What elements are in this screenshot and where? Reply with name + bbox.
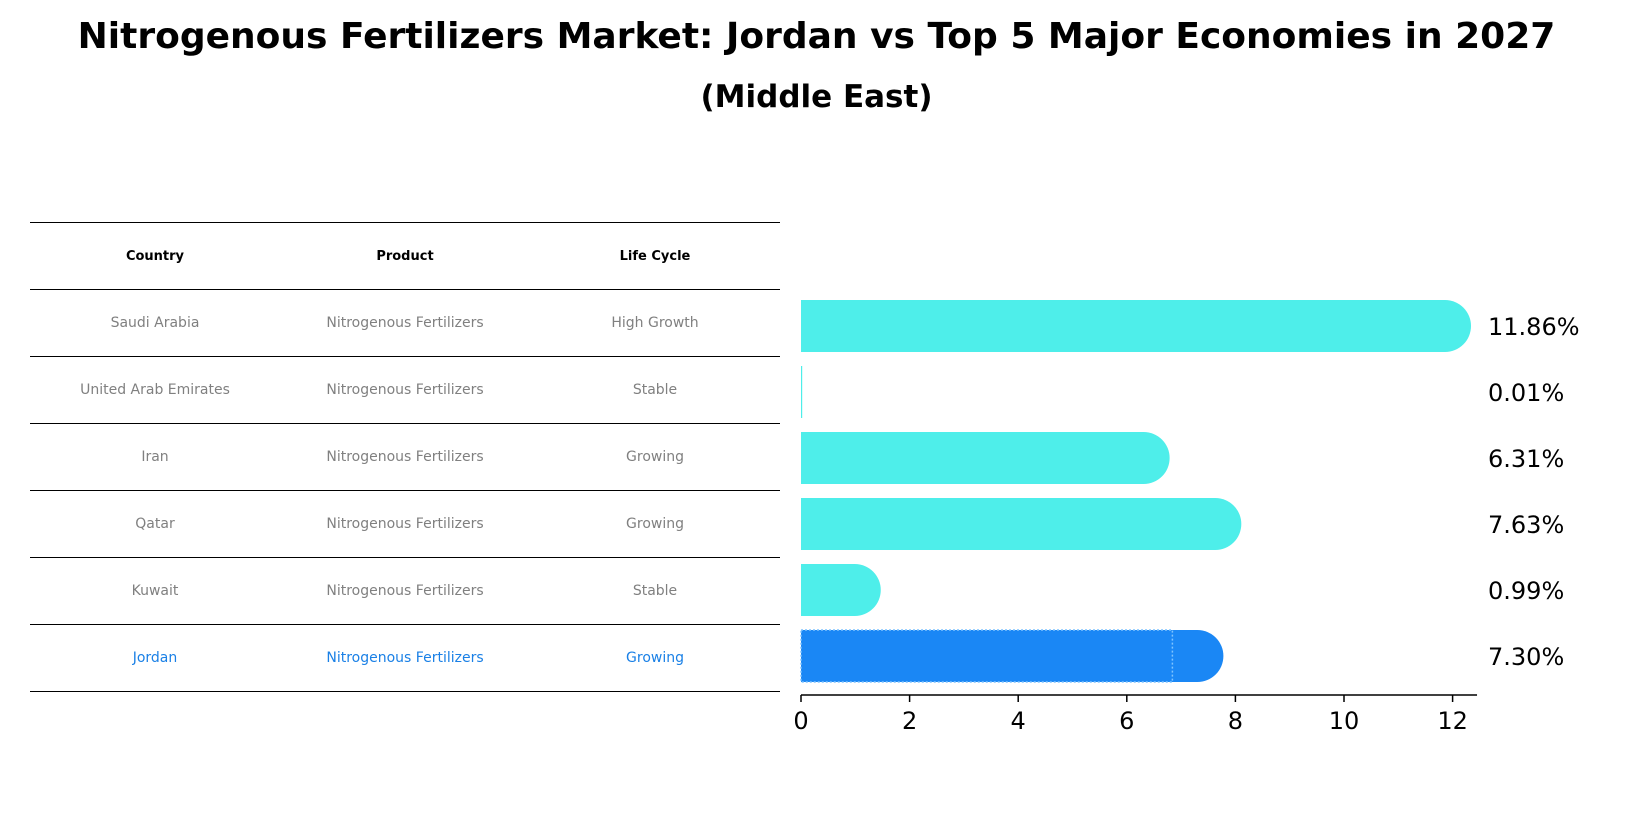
life-cycle-cell: Growing <box>626 449 684 465</box>
table-row: Saudi Arabia Nitrogenous Fertilizers Hig… <box>30 289 780 356</box>
product-cell: Nitrogenous Fertilizers <box>326 315 484 331</box>
x-tick-label: 6 <box>1119 707 1134 735</box>
x-tick-label: 4 <box>1011 707 1026 735</box>
value-label: 7.63% <box>1488 511 1564 539</box>
product-cell: Nitrogenous Fertilizers <box>326 650 484 666</box>
life-cycle-cell: Stable <box>632 583 678 599</box>
data-table: Country Product Life Cycle Saudi Arabia … <box>30 222 780 692</box>
x-tick-label: 8 <box>1228 707 1243 735</box>
bar <box>801 300 1471 352</box>
life-cycle-cell: Stable <box>632 382 678 398</box>
chart-title: Nitrogenous Fertilizers Market: Jordan v… <box>77 16 1556 57</box>
country-cell: Saudi Arabia <box>110 315 200 331</box>
bar <box>801 564 881 616</box>
header-country: Country <box>125 248 185 264</box>
bar <box>801 498 1242 550</box>
header-life-cycle: Life Cycle <box>619 248 691 264</box>
country-cell: United Arab Emirates <box>80 382 230 398</box>
country-cell: Iran <box>141 449 169 465</box>
x-tick-label: 12 <box>1437 707 1468 735</box>
value-label: 0.99% <box>1488 577 1564 605</box>
product-cell: Nitrogenous Fertilizers <box>326 449 484 465</box>
table-row: Qatar Nitrogenous Fertilizers Growing <box>30 490 780 557</box>
life-cycle-cell: Growing <box>626 516 684 532</box>
life-cycle-cell: Growing <box>626 650 684 666</box>
bar-highlight <box>801 630 1224 682</box>
value-label: 7.30% <box>1488 643 1564 671</box>
product-cell: Nitrogenous Fertilizers <box>326 583 484 599</box>
life-cycle-cell: High Growth <box>611 315 699 331</box>
table-row: Kuwait Nitrogenous Fertilizers Stable <box>30 557 780 624</box>
x-tick-label: 2 <box>902 707 917 735</box>
x-tick-label: 0 <box>793 707 808 735</box>
value-label: 0.01% <box>1488 379 1564 407</box>
x-tick-label: 10 <box>1329 707 1360 735</box>
country-cell: Jordan <box>132 650 178 666</box>
table-row: Iran Nitrogenous Fertilizers Growing <box>30 423 780 490</box>
table-row: United Arab Emirates Nitrogenous Fertili… <box>30 356 780 423</box>
product-cell: Nitrogenous Fertilizers <box>326 516 484 532</box>
country-cell: Kuwait <box>131 583 179 599</box>
bar <box>801 432 1170 484</box>
product-cell: Nitrogenous Fertilizers <box>326 382 484 398</box>
table-header-row: Country Product Life Cycle <box>30 222 780 289</box>
bar <box>801 366 803 418</box>
chart-subtitle: (Middle East) <box>700 79 933 115</box>
table-row-highlight: Jordan Nitrogenous Fertilizers Growing <box>30 624 780 692</box>
value-label: 6.31% <box>1488 445 1564 473</box>
header-product: Product <box>376 248 434 264</box>
bar-highlight-outline <box>800 629 1174 683</box>
value-label: 11.86% <box>1488 313 1580 341</box>
country-cell: Qatar <box>135 516 175 532</box>
